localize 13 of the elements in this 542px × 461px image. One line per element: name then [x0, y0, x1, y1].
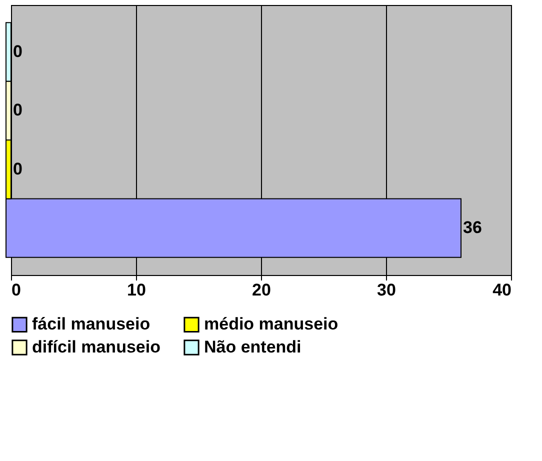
data-label: 36	[463, 218, 482, 238]
legend-label: Não entendi	[204, 338, 302, 356]
x-tick-label: 0	[12, 280, 21, 300]
x-tick-label: 30	[377, 280, 396, 300]
data-label: 0	[13, 159, 22, 178]
legend-label: difícil manuseio	[32, 338, 160, 356]
legend-label: médio manuseio	[204, 314, 338, 334]
legend-label: fácil manuseio	[32, 314, 150, 334]
data-label: 0	[13, 100, 22, 120]
data-label: 0	[13, 42, 22, 61]
x-tick-label: 20	[252, 280, 271, 300]
x-tick-label: 40	[492, 280, 512, 300]
x-tick-label: 10	[127, 280, 146, 300]
